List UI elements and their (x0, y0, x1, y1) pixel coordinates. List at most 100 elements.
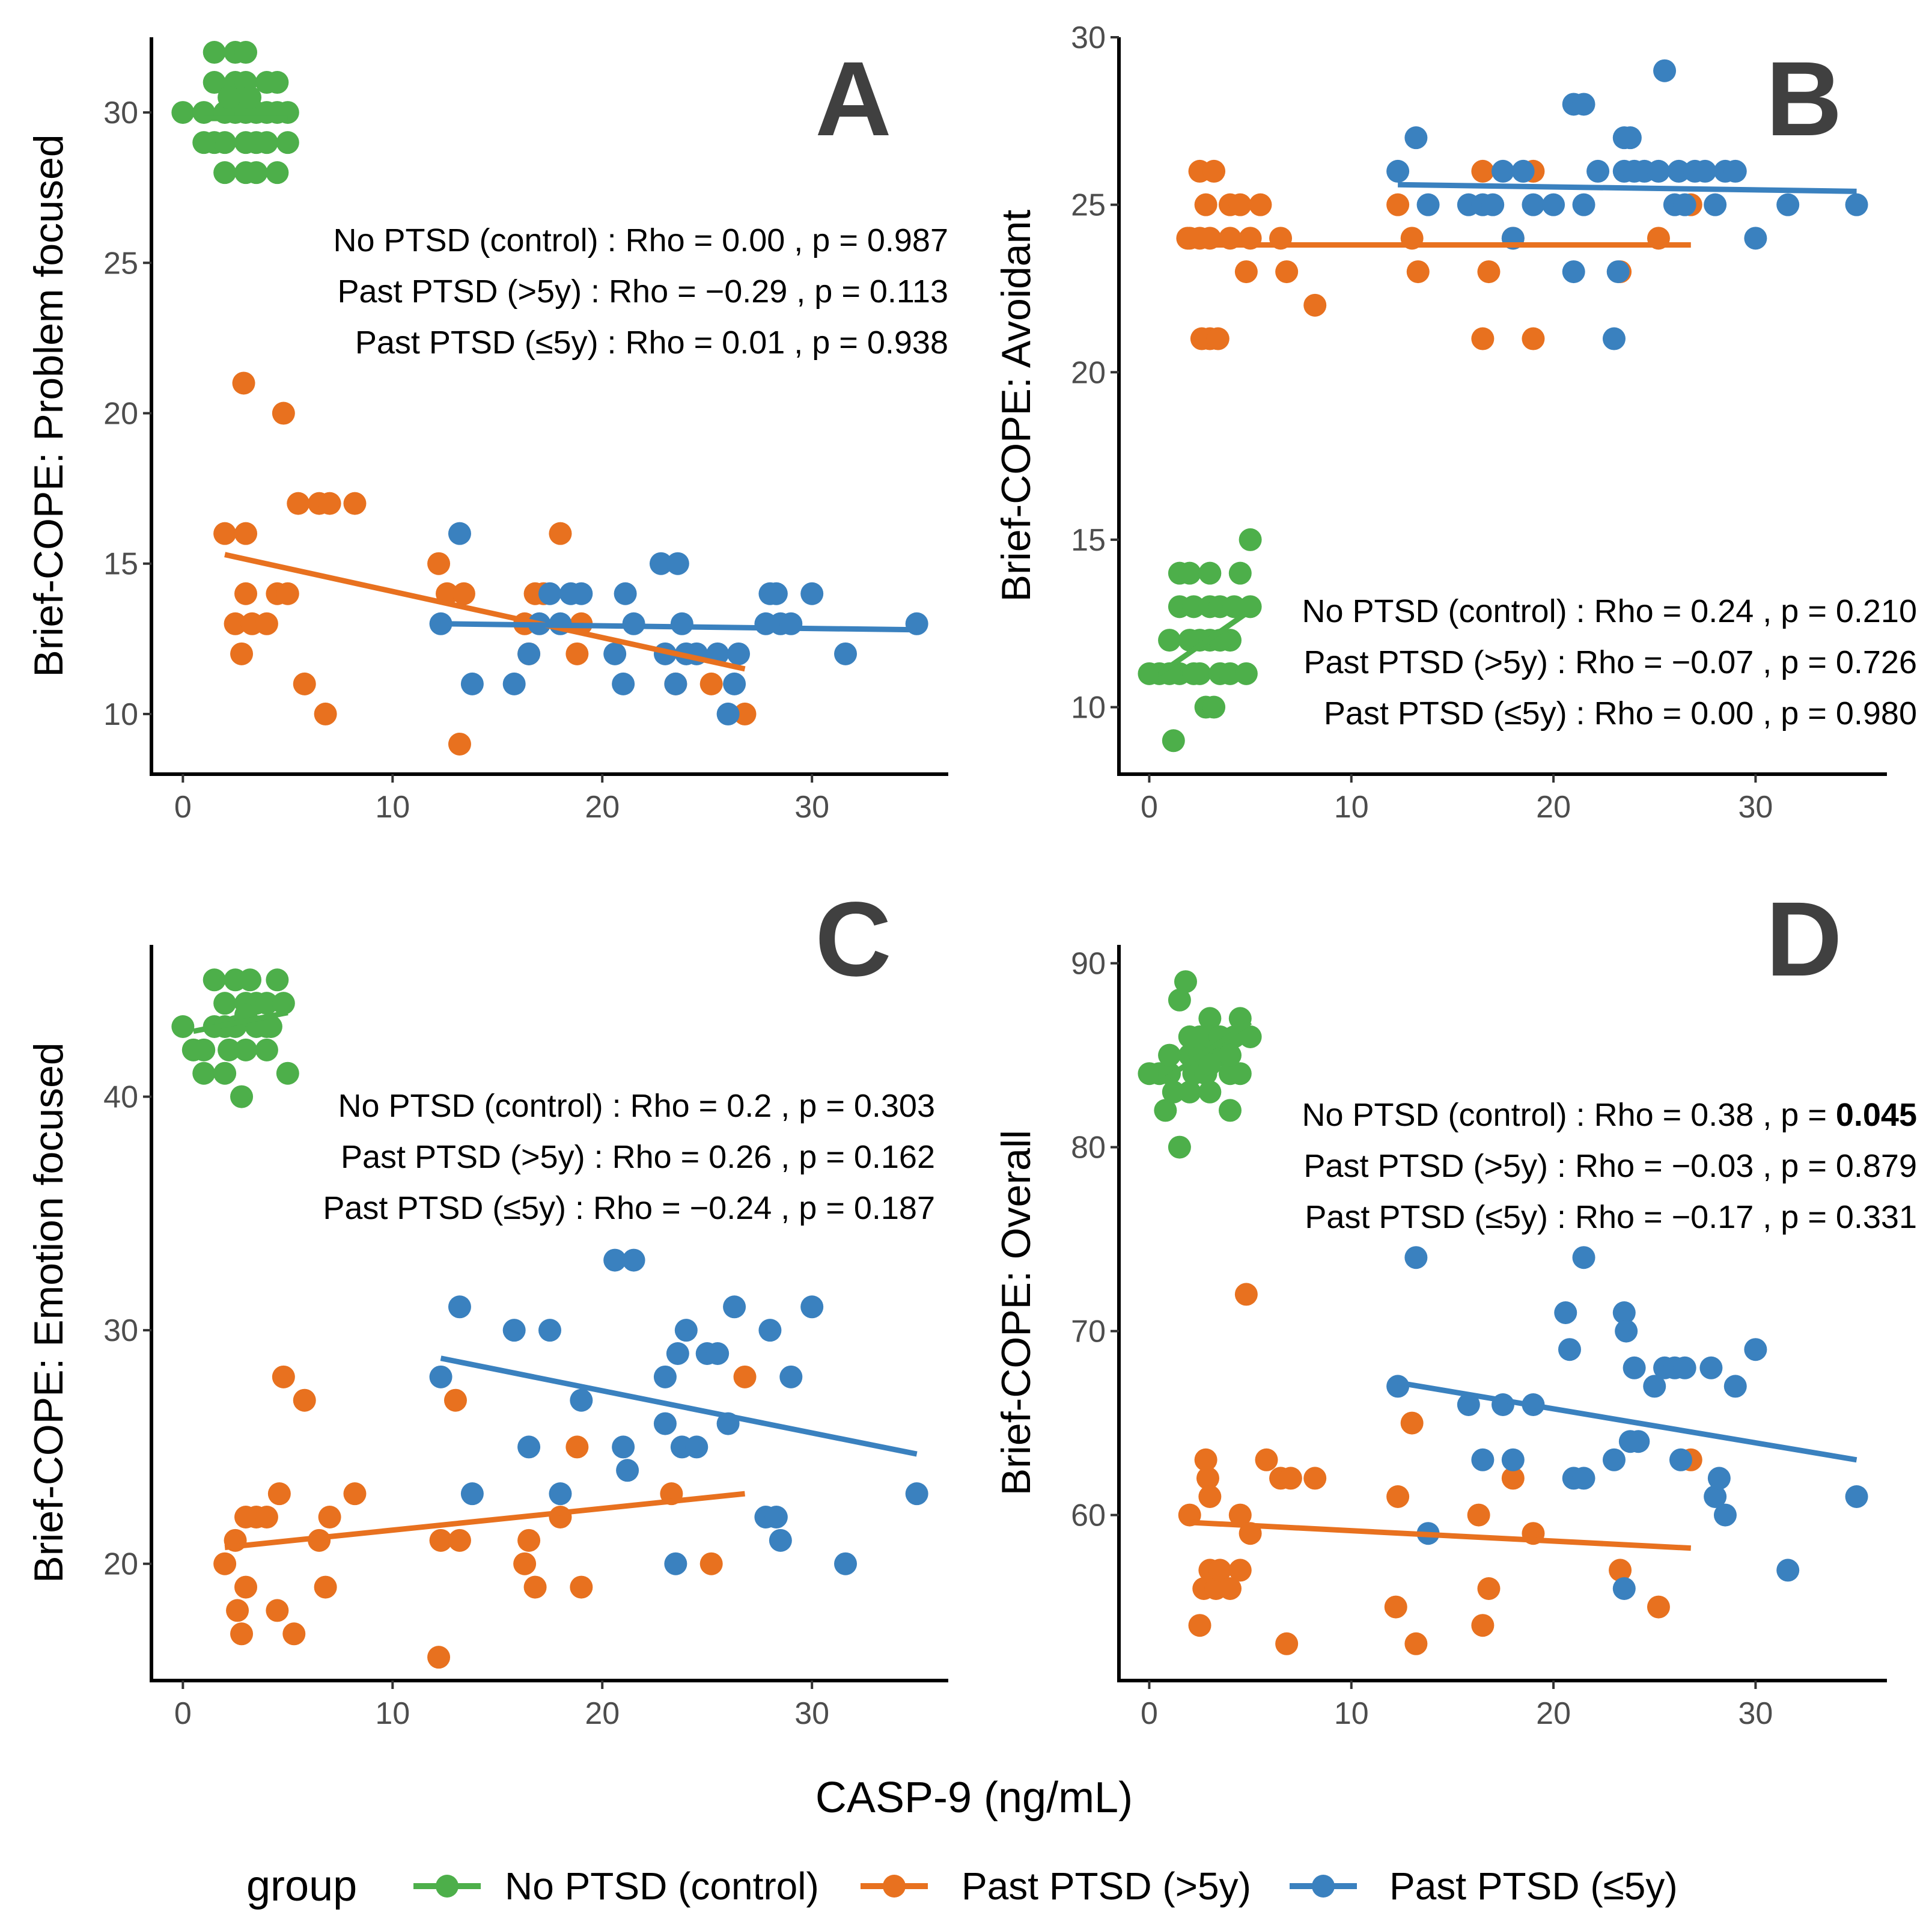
annotation-p-value: 0.187 (854, 1190, 935, 1226)
data-point (1194, 1448, 1217, 1471)
data-point (1228, 561, 1252, 585)
x-tick-label: 20 (1536, 1696, 1571, 1731)
correlation-annotation: Past PTSD (>5y) : Rho = 0.26 , p = 0.162 (341, 1139, 935, 1175)
data-point (1303, 293, 1327, 317)
correlation-annotation: No PTSD (control) : Rho = 0.24 , p = 0.2… (1302, 593, 1917, 629)
data-point (1471, 1614, 1495, 1637)
data-point (1178, 1080, 1201, 1104)
x-tick-label: 20 (1536, 790, 1571, 825)
annotation-p-value: 0.303 (854, 1088, 935, 1124)
fit-line-1 (1189, 1519, 1692, 1551)
annotation-p-value: 0.162 (854, 1139, 935, 1175)
data-point (603, 642, 627, 665)
data-point (276, 131, 299, 154)
data-point (192, 131, 216, 154)
x-tick-label: 30 (794, 1696, 829, 1731)
fit-line-1 (224, 552, 746, 672)
data-point (1202, 695, 1226, 719)
data-point (1182, 662, 1205, 685)
data-point (224, 612, 247, 635)
data-point (1723, 159, 1747, 183)
x-tick-label: 0 (1141, 1696, 1158, 1731)
data-point (443, 1388, 467, 1412)
data-point (1162, 1080, 1185, 1104)
data-point (234, 1038, 258, 1061)
annotation-text: Past PTSD (>5y) : Rho = −0.03 , p = (1303, 1148, 1835, 1184)
data-point (1202, 159, 1226, 183)
data-point (1174, 970, 1197, 994)
data-point (1612, 1577, 1636, 1600)
annotation-p-value: 0.879 (1836, 1148, 1917, 1184)
panel-letter: A (815, 40, 891, 158)
panels: 0 10 20 30 10 15 20 25 30 Brief-COPE: Problem foc… (26, 20, 1917, 1731)
annotation-p-value: 0.331 (1836, 1199, 1917, 1235)
data-point (685, 1435, 709, 1459)
data-point (234, 1575, 258, 1599)
data-point (1188, 1614, 1211, 1637)
data-point (1234, 260, 1258, 284)
x-tick-label: 10 (1334, 1696, 1369, 1731)
data-point (1279, 1467, 1302, 1490)
legend-title: group (246, 1862, 357, 1910)
data-point (460, 1482, 484, 1506)
data-point (670, 612, 693, 635)
data-point (603, 1248, 627, 1272)
correlation-annotation: Past PTSD (≤5y) : Rho = −0.24 , p = 0.18… (323, 1190, 935, 1226)
data-point (1713, 1503, 1737, 1527)
data-point (1845, 193, 1868, 216)
data-point (255, 612, 278, 635)
data-point (622, 1248, 645, 1272)
data-point (1572, 93, 1595, 116)
data-point (266, 161, 289, 185)
data-point (1239, 528, 1262, 551)
data-point (1416, 193, 1440, 216)
data-point (171, 1015, 195, 1038)
data-point (517, 642, 541, 665)
data-point (1249, 193, 1272, 216)
y-tick-label: 15 (1071, 523, 1106, 558)
data-point (1845, 1485, 1868, 1508)
data-point (1206, 327, 1230, 350)
data-point (1612, 1301, 1636, 1324)
y-tick-label: 10 (1071, 691, 1106, 725)
data-point (1386, 1485, 1410, 1508)
data-point (699, 672, 723, 695)
x-tick-label: 10 (375, 790, 410, 825)
data-point (1492, 159, 1514, 183)
data-point (1572, 1246, 1595, 1269)
x-tick-label: 30 (794, 790, 829, 825)
fit-line-2 (440, 1355, 918, 1457)
data-point (1234, 1283, 1258, 1306)
fit-line-2 (1398, 182, 1857, 194)
data-point (549, 1506, 572, 1528)
data-point (213, 161, 237, 185)
data-point (255, 1506, 278, 1528)
series-2 (429, 1248, 928, 1575)
data-point (834, 642, 858, 665)
series-1 (1178, 1283, 1702, 1655)
data-point (1255, 1448, 1278, 1471)
fit-line-0 (1157, 611, 1248, 676)
data-point (649, 552, 672, 575)
data-point (226, 1599, 249, 1622)
data-point (203, 968, 226, 992)
data-point (1222, 595, 1246, 618)
annotation-text: Past PTSD (>5y) : Rho = −0.07 , p = (1303, 644, 1835, 680)
data-point (664, 1552, 687, 1575)
legend-key-dot-past-gt5y (883, 1875, 906, 1898)
correlation-annotation: No PTSD (control) : Rho = 0.00 , p = 0.9… (333, 222, 948, 258)
data-point (800, 582, 824, 605)
annotation-text: Past PTSD (≤5y) : Rho = −0.17 , p = (1305, 1199, 1836, 1235)
data-point (1744, 1338, 1767, 1361)
x-tick-label: 0 (1141, 790, 1158, 825)
data-point (1228, 1062, 1252, 1086)
data-point (706, 1342, 730, 1365)
fit-line-0 (1157, 1019, 1252, 1086)
data-point (1542, 193, 1565, 216)
data-point (758, 1319, 782, 1342)
legend: group No PTSD (control) Past PTSD (>5y) … (246, 1862, 1678, 1910)
data-point (293, 1388, 316, 1412)
data-point (1562, 260, 1585, 284)
